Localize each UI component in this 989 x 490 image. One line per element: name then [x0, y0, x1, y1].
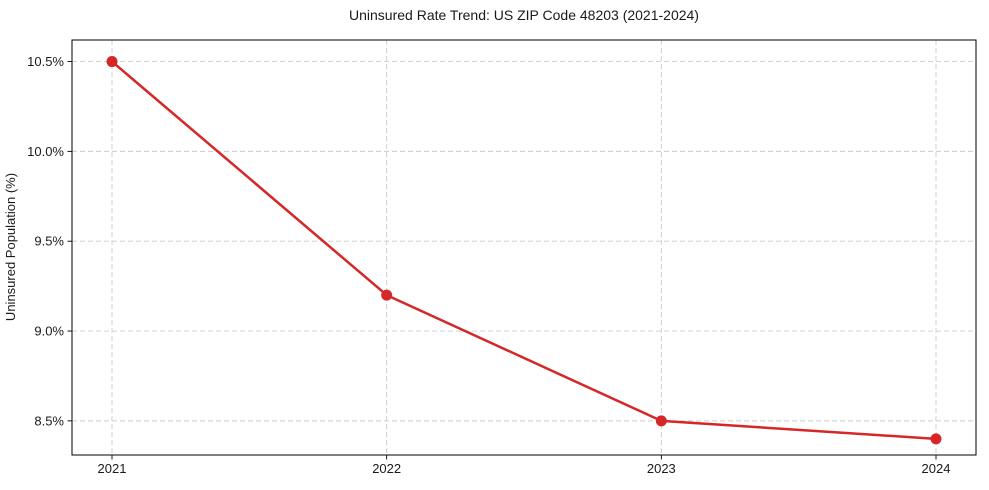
y-tick-label: 9.5%	[34, 234, 64, 249]
y-tick-label: 10.0%	[27, 144, 64, 159]
y-axis-label: Uninsured Population (%)	[3, 173, 18, 321]
tick-labels: 8.5% 9.0% 9.5% 10.0% 10.5% 2021 2022 2023 2024	[27, 54, 950, 476]
axes-layer	[67, 39, 977, 460]
data-point-marker	[381, 289, 393, 301]
trend-line-series	[106, 56, 942, 445]
trend-line	[110, 60, 938, 441]
x-tick-label: 2023	[647, 461, 676, 476]
chart-title: Uninsured Rate Trend: US ZIP Code 48203 …	[349, 7, 699, 23]
plot-frame	[71, 39, 977, 456]
data-point-marker	[655, 415, 667, 427]
y-tick-label: 9.0%	[34, 324, 64, 339]
x-tick-label: 2022	[372, 461, 401, 476]
data-point-marker	[106, 56, 118, 68]
x-tick-label: 2024	[922, 461, 951, 476]
data-point-marker	[930, 433, 942, 445]
grid-layer	[72, 40, 976, 455]
y-tick-label: 10.5%	[27, 54, 64, 69]
y-tick-label: 8.5%	[34, 413, 64, 428]
x-tick-label: 2021	[98, 461, 127, 476]
